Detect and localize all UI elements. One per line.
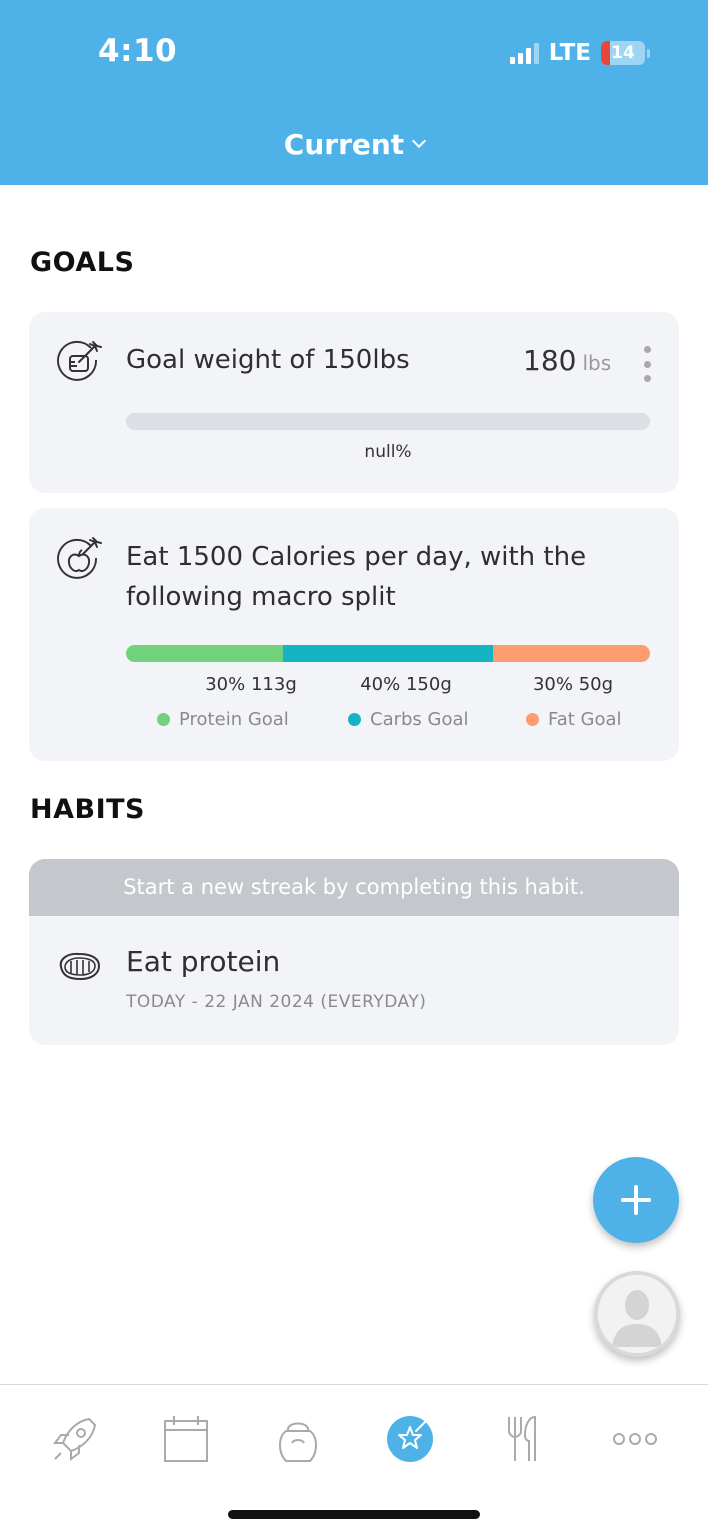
apple-goal-icon	[57, 537, 102, 579]
chevron-down-icon	[412, 133, 427, 149]
network-label: LTE	[548, 40, 591, 66]
habit-card-eat-protein[interactable]: Start a new streak by completing this ha…	[29, 859, 679, 1045]
period-selector-label: Current	[283, 128, 405, 161]
target-goal-icon	[57, 340, 102, 381]
goals-star-icon[interactable]	[384, 1413, 436, 1465]
weight-unit: lbs	[582, 351, 612, 375]
more-options-icon[interactable]	[641, 346, 653, 382]
carbs-legend-label: Carbs Goal	[370, 709, 469, 730]
weight-progress-bar	[126, 413, 650, 430]
habits-section-title: HABITS	[30, 794, 145, 825]
current-weight: 180 lbs	[523, 344, 611, 377]
calorie-goal-title-line2: following macro split	[126, 582, 396, 612]
status-indicators: LTE 14	[509, 38, 650, 68]
protein-segment	[126, 645, 284, 662]
protein-macro-value: 30% 113g	[205, 674, 297, 695]
protein-legend: Protein Goal	[157, 709, 289, 730]
calorie-goal-title-line1: Eat 1500 Calories per day, with the	[126, 542, 587, 572]
avatar[interactable]	[594, 1271, 680, 1357]
habit-title: Eat protein	[126, 945, 281, 978]
steak-icon	[59, 952, 101, 981]
carbs-segment	[283, 645, 493, 662]
add-button[interactable]	[593, 1157, 679, 1243]
habit-schedule: TODAY - 22 JAN 2024 (EVERYDAY)	[126, 992, 427, 1012]
user-silhouette-icon	[598, 1275, 676, 1353]
fat-segment	[492, 645, 650, 662]
habit-streak-banner: Start a new streak by completing this ha…	[29, 859, 679, 916]
battery-level: 14	[611, 43, 635, 63]
weight-goal-title: Goal weight of 150lbs	[126, 345, 410, 375]
home-indicator	[228, 1510, 480, 1519]
macro-split-bar	[126, 645, 650, 662]
fat-dot-icon	[526, 713, 539, 726]
top-bar: 4:10 LTE 14 Current	[0, 0, 708, 185]
fat-macro-value: 30% 50g	[532, 674, 614, 695]
fat-legend: Fat Goal	[526, 709, 622, 730]
calorie-goal-card[interactable]: Eat 1500 Calories per day, with the foll…	[29, 508, 679, 761]
protein-dot-icon	[157, 713, 170, 726]
weight-progress-label: null%	[364, 442, 412, 462]
calorie-goal-title: Eat 1500 Calories per day, with the foll…	[126, 537, 586, 617]
carbs-legend: Carbs Goal	[348, 709, 469, 730]
fat-legend-label: Fat Goal	[548, 709, 622, 730]
rocket-icon[interactable]	[49, 1413, 101, 1465]
signal-icon	[509, 42, 539, 64]
status-time: 4:10	[98, 33, 178, 69]
battery-icon: 14	[601, 41, 645, 65]
more-icon[interactable]	[609, 1413, 661, 1465]
fork-knife-icon[interactable]	[497, 1413, 549, 1465]
calendar-icon[interactable]	[160, 1413, 212, 1465]
carbs-dot-icon	[348, 713, 361, 726]
goals-section-title: GOALS	[30, 247, 135, 278]
bottom-tab-bar	[0, 1384, 708, 1534]
carbs-macro-value: 40% 150g	[360, 674, 452, 695]
kettlebell-icon[interactable]	[272, 1413, 324, 1465]
current-weight-value: 180	[523, 344, 577, 377]
period-selector[interactable]: Current	[0, 128, 708, 161]
weight-goal-card[interactable]: Goal weight of 150lbs 180 lbs null%	[29, 312, 679, 493]
protein-legend-label: Protein Goal	[179, 709, 289, 730]
